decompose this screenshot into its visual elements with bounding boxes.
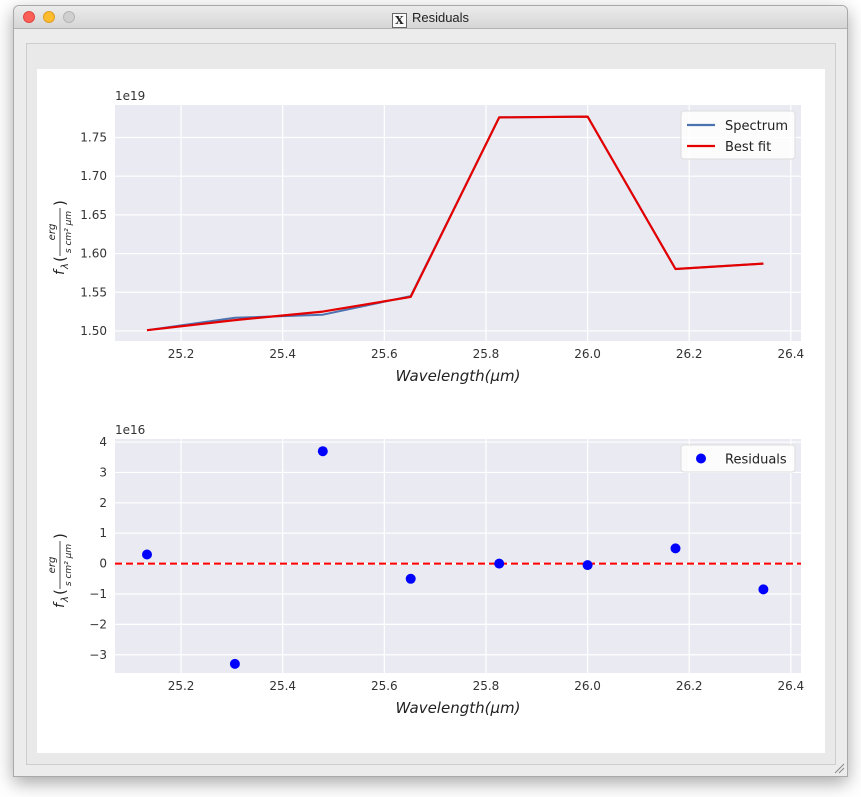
residuals-chart-xtick-label: 26.2 xyxy=(676,679,703,693)
spectrum-chart-xlabel: Wavelength(μm) xyxy=(396,367,521,385)
residuals-chart-ylabel-lparen: ( xyxy=(51,589,69,595)
residual-point xyxy=(142,549,152,560)
residual-point xyxy=(317,446,328,457)
residuals-chart-legend-box xyxy=(680,444,796,473)
spectrum-chart-ylabel-f: f xyxy=(52,268,68,275)
residuals-chart-ytick-label: 2 xyxy=(99,496,107,510)
spectrum-chart-marks xyxy=(146,115,764,332)
residual-point xyxy=(494,558,505,569)
minimize-window-button[interactable] xyxy=(43,11,55,23)
residual-point xyxy=(582,560,593,571)
spectrum-chart-ytick-label: 1.75 xyxy=(80,130,107,144)
spectrum-chart-ylabel-den: s cm² μm xyxy=(64,211,74,253)
residuals-chart-ytick-label: 1 xyxy=(99,526,107,540)
residual-point xyxy=(670,543,681,554)
legend-label-spectrum: Spectrum xyxy=(725,119,788,134)
residuals-chart-ytick-label: 4 xyxy=(99,435,107,449)
residuals-chart-ytick-label: 0 xyxy=(99,557,107,571)
spectrum-chart-xtick-label: 25.8 xyxy=(473,347,500,361)
residuals-chart-xtick-label: 26.0 xyxy=(574,679,601,693)
residuals-chart-xtick-label: 25.8 xyxy=(473,679,500,693)
title-bar[interactable]: X Residuals xyxy=(14,6,847,29)
residuals-chart-ytick-label: −2 xyxy=(89,617,107,631)
spectrum-chart-xtick-label: 26.4 xyxy=(777,347,804,361)
residuals-chart-ylabel-den: s cm² μm xyxy=(64,544,74,586)
window-title: Residuals xyxy=(411,10,470,25)
spectrum-chart-ytick-label: 1.50 xyxy=(80,324,107,338)
spectrum-chart-xtick-label: 25.2 xyxy=(168,347,195,361)
residuals-chart-plot-area xyxy=(115,439,801,673)
spectrum-chart-xtick-label: 26.2 xyxy=(676,347,703,361)
spectrum-chart-legend: Spectrum Best fit xyxy=(680,110,796,160)
spectrum-chart-ylabel: fλ( erg s cm² μm) xyxy=(47,200,74,275)
figure-svg: 25.2 25.4 25.6 25.8 26.0 26.2 26.4 1.50 1.55 1.60… xyxy=(47,89,804,717)
spectrum-chart-ytick-label: 1.65 xyxy=(80,208,107,222)
spectrum-chart-ylabel-lambda: λ xyxy=(60,263,71,270)
spectrum-chart-ytick-label: 1.60 xyxy=(80,247,107,261)
residuals-chart-xtick-label: 26.4 xyxy=(777,679,804,693)
spectrum-chart-xtick-label: 25.6 xyxy=(371,347,398,361)
residual-point xyxy=(405,573,416,584)
resize-grip-icon[interactable] xyxy=(833,762,845,774)
residuals-chart-ytick-label: −1 xyxy=(89,587,107,601)
spectrum-chart: 25.2 25.4 25.6 25.8 26.0 26.2 26.4 1.50 1.55 1.60… xyxy=(47,89,804,385)
legend-label-residuals: Residuals xyxy=(725,453,787,468)
residuals-chart-xtick-label: 25.2 xyxy=(168,679,195,693)
residuals-chart-ylabel: fλ( erg s cm² μm) xyxy=(47,533,74,608)
residuals-chart: 25.2 25.4 25.6 25.8 26.0 26.2 26.4 −3 −2 −1 0 1 2 3 41… xyxy=(47,423,804,717)
residual-point xyxy=(229,658,240,669)
spectrum-chart-xtick-label: 25.4 xyxy=(269,347,296,361)
best-fit-series-line xyxy=(146,115,764,332)
residuals-chart-ytick-label: −3 xyxy=(89,648,107,662)
spectrum-chart-ylabel-rparen: ) xyxy=(51,200,69,206)
residuals-chart-xtick-label: 25.6 xyxy=(371,679,398,693)
residuals-chart-legend: Residuals xyxy=(680,444,796,473)
residual-point xyxy=(758,584,769,595)
residuals-chart-offset-text: 1e16 xyxy=(115,423,145,437)
residuals-chart-marks xyxy=(115,446,801,669)
spectrum-chart-ylabel-num: erg xyxy=(47,224,58,241)
residuals-chart-ylabel-f: f xyxy=(52,601,68,608)
spectrum-chart-ytick-label: 1.70 xyxy=(80,169,107,183)
spectrum-chart-offset-text: 1e19 xyxy=(115,89,145,103)
residuals-chart-xtick-label: 25.4 xyxy=(269,679,296,693)
residuals-chart-ytick-label: 3 xyxy=(99,465,107,479)
spectrum-chart-ylabel-lparen: ( xyxy=(51,256,69,262)
legend-swatch-residuals xyxy=(696,453,706,464)
figure-canvas: 25.2 25.4 25.6 25.8 26.0 26.2 26.4 1.50 1.55 1.60… xyxy=(37,69,825,753)
close-window-button[interactable] xyxy=(23,11,35,23)
spectrum-chart-ytick-label: 1.55 xyxy=(80,285,107,299)
zoom-window-button[interactable] xyxy=(63,11,75,23)
x11-icon: X xyxy=(391,13,407,28)
residuals-chart-xlabel: Wavelength(μm) xyxy=(396,699,521,717)
residuals-chart-ylabel-num: erg xyxy=(47,557,58,574)
legend-label-best-fit: Best fit xyxy=(725,140,771,155)
residuals-chart-ylabel-rparen: ) xyxy=(51,533,69,539)
spectrum-chart-xtick-label: 26.0 xyxy=(574,347,601,361)
residuals-window: X Residuals 25.2 25.4 25.6 25.8 26.0 26.2 26.4 1… xyxy=(13,5,848,777)
residuals-chart-ylabel-lambda: λ xyxy=(60,596,71,603)
window-title-group: X Residuals xyxy=(14,10,847,28)
